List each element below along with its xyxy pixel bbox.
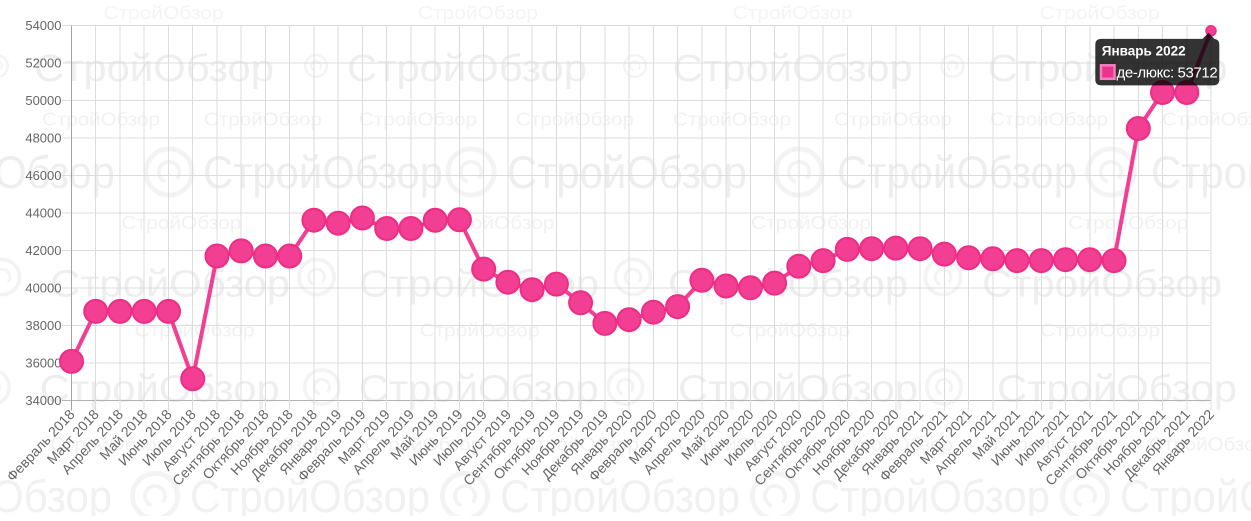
svg-text:СтройОбзор: СтройОбзор bbox=[34, 48, 274, 90]
svg-text:СтройОбзор: СтройОбзор bbox=[521, 435, 639, 455]
svg-text:СтройОбзор: СтройОбзор bbox=[997, 369, 1237, 411]
svg-text:СтройОбзор: СтройОбзор bbox=[678, 435, 796, 455]
svg-text:52000: 52000 bbox=[25, 55, 61, 70]
svg-text:СтройОбзор: СтройОбзор bbox=[1040, 321, 1160, 341]
svg-text:СтройОбзор: СтройОбзор bbox=[507, 147, 747, 198]
svg-text:СтройОбзор: СтройОбзор bbox=[359, 369, 599, 411]
svg-text:54000: 54000 bbox=[25, 18, 61, 33]
svg-text:36000: 36000 bbox=[25, 355, 61, 370]
svg-text:СтройОбзор: СтройОбзор bbox=[990, 110, 1108, 130]
svg-text:СтройОбзор: СтройОбзор bbox=[364, 435, 482, 455]
svg-text:Январь 2022: Январь 2022 bbox=[1102, 44, 1186, 59]
svg-text:СтройОбзор: СтройОбзор bbox=[104, 3, 224, 23]
svg-text:34000: 34000 bbox=[25, 393, 61, 408]
svg-text:48000: 48000 bbox=[25, 130, 61, 145]
svg-text:СтройОбзор: СтройОбзор bbox=[359, 110, 477, 130]
svg-text:СтройОбзор: СтройОбзор bbox=[837, 147, 1077, 198]
svg-text:СтройОбзор: СтройОбзор bbox=[810, 471, 1050, 516]
svg-text:СтройОбзор: СтройОбзор bbox=[418, 3, 538, 23]
svg-text:СтройОбзор: СтройОбзор bbox=[190, 471, 430, 516]
svg-text:СтройОбзор: СтройОбзор bbox=[1040, 3, 1160, 23]
svg-text:СтройОбзор: СтройОбзор bbox=[347, 48, 587, 90]
svg-text:СтройОбзор: СтройОбзор bbox=[121, 213, 241, 233]
svg-text:СтройОбзор: СтройОбзор bbox=[673, 48, 913, 90]
svg-text:СтройОбзор: СтройОбзор bbox=[0, 471, 112, 516]
svg-text:СтройОбзор: СтройОбзор bbox=[1149, 435, 1251, 455]
svg-text:СтройОбзор: СтройОбзор bbox=[730, 321, 850, 341]
svg-text:СтройОбзор: СтройОбзор bbox=[207, 435, 325, 455]
svg-text:СтройОбзор: СтройОбзор bbox=[835, 435, 953, 455]
svg-text:44000: 44000 bbox=[25, 205, 61, 220]
svg-text:СтройОбзор: СтройОбзор bbox=[203, 147, 443, 198]
svg-text:СтройОбзор: СтройОбзор bbox=[673, 110, 791, 130]
svg-text:42000: 42000 bbox=[25, 243, 61, 258]
svg-text:СтройОбзор: СтройОбзор bbox=[516, 110, 634, 130]
svg-text:де-люкс: 53712: де-люкс: 53712 bbox=[1117, 64, 1218, 81]
svg-text:46000: 46000 bbox=[25, 168, 61, 183]
svg-text:СтройОбзор: СтройОбзор bbox=[50, 435, 168, 455]
svg-text:СтройОбзор: СтройОбзор bbox=[500, 471, 740, 516]
svg-text:СтройОбзор: СтройОбзор bbox=[1162, 110, 1251, 130]
svg-text:СтройОбзор: СтройОбзор bbox=[1068, 213, 1188, 233]
svg-text:СтройОбзор: СтройОбзор bbox=[135, 321, 255, 341]
svg-text:СтройОбзор: СтройОбзор bbox=[992, 435, 1110, 455]
svg-text:СтройОбзор: СтройОбзор bbox=[678, 369, 918, 411]
svg-text:СтройОбзор: СтройОбзор bbox=[834, 110, 952, 130]
svg-text:СтройОбзор: СтройОбзор bbox=[733, 3, 853, 23]
svg-text:40000: 40000 bbox=[25, 280, 61, 295]
svg-text:СтройОбзор: СтройОбзор bbox=[50, 264, 290, 306]
svg-text:СтройОбзор: СтройОбзор bbox=[751, 213, 871, 233]
svg-text:СтройОбзор: СтройОбзор bbox=[1151, 147, 1251, 198]
svg-text:СтройОбзор: СтройОбзор bbox=[420, 321, 540, 341]
svg-text:СтройОбзор: СтройОбзор bbox=[1120, 471, 1251, 516]
svg-text:СтройОбзор: СтройОбзор bbox=[42, 110, 160, 130]
svg-text:СтройОбзор: СтройОбзор bbox=[40, 369, 280, 411]
svg-text:50000: 50000 bbox=[25, 93, 61, 108]
svg-text:38000: 38000 bbox=[25, 318, 61, 333]
svg-text:СтройОбзор: СтройОбзор bbox=[204, 110, 322, 130]
